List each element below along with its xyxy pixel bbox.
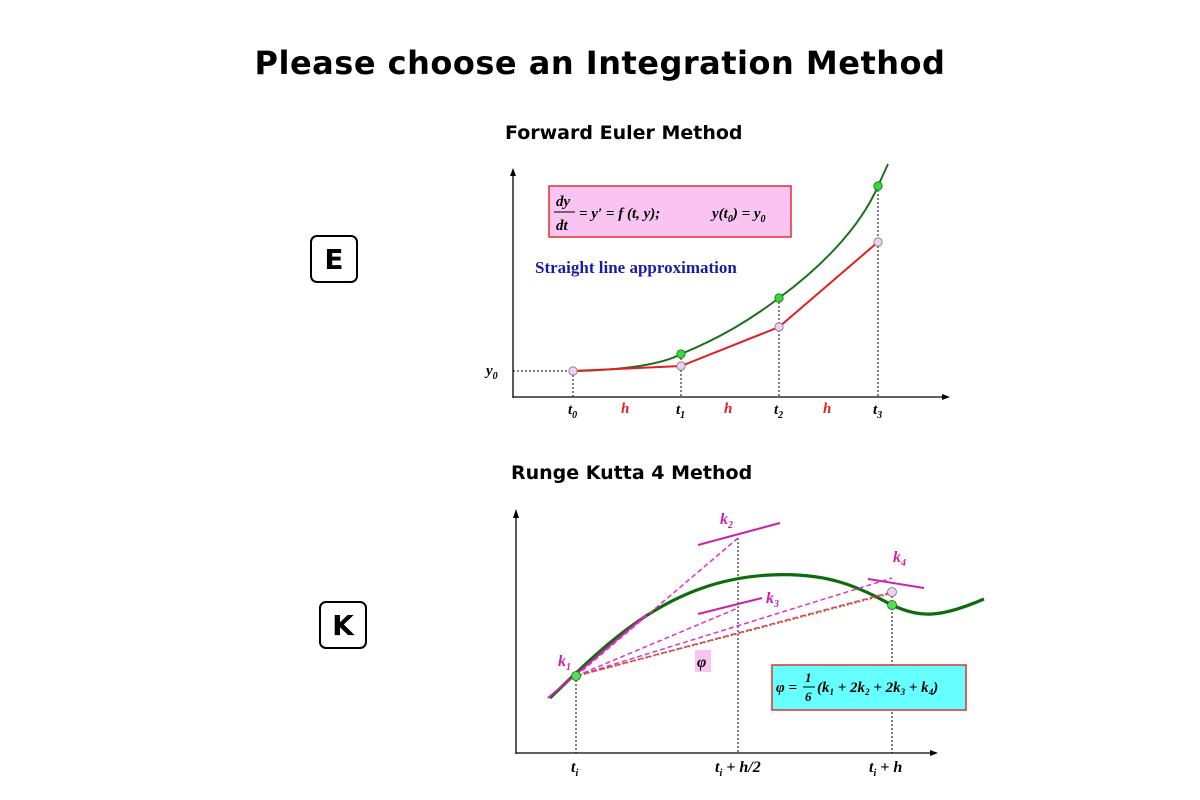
euler-exact-point bbox=[774, 293, 784, 303]
euler-formula-box bbox=[548, 185, 792, 238]
euler-x-arrow bbox=[942, 394, 950, 400]
rk4-k3-dash bbox=[575, 577, 893, 677]
rk4-k2-label: k2 bbox=[720, 511, 733, 531]
euler-approx-point bbox=[676, 361, 686, 371]
euler-approx-point bbox=[873, 237, 883, 247]
rk4-k1-slope bbox=[547, 614, 647, 699]
euler-approx-point bbox=[568, 366, 578, 376]
euler-exact-point bbox=[873, 181, 883, 191]
euler-approx-point bbox=[774, 322, 784, 332]
rk4-x-arrow bbox=[930, 750, 938, 756]
page-title: Please choose an Integration Method bbox=[254, 44, 946, 82]
rk4-end-exact-point bbox=[887, 600, 897, 610]
euler-formula-dt: dt bbox=[556, 218, 569, 234]
rk4-k1-dash bbox=[575, 537, 739, 677]
rk4-ti-h-label: ti + h bbox=[869, 759, 902, 779]
euler-formula-ode: = y′ = f (t, y); bbox=[579, 206, 660, 222]
rk4-formula-den: 6 bbox=[805, 689, 812, 704]
euler-exact-curve bbox=[572, 163, 889, 372]
euler-t0-label: t0 bbox=[568, 402, 577, 421]
euler-exact-point bbox=[676, 349, 686, 359]
euler-h-label: h bbox=[724, 401, 732, 417]
rk4-phi-line bbox=[575, 592, 893, 677]
euler-formula-dy: dy bbox=[556, 194, 571, 210]
euler-h-label: h bbox=[621, 401, 629, 417]
rk4-y-arrow bbox=[513, 509, 519, 518]
euler-t1-label: t1 bbox=[676, 402, 685, 421]
rk4-select-button[interactable]: K bbox=[319, 601, 367, 649]
euler-y-arrow bbox=[510, 168, 516, 176]
euler-caption: Straight line approximation bbox=[535, 258, 737, 277]
rk4-start-point bbox=[571, 671, 581, 681]
rk4-k4-label: k4 bbox=[893, 549, 906, 569]
rk4-formula-lhs: φ = bbox=[776, 680, 797, 696]
rk4-curve bbox=[548, 573, 985, 700]
euler-select-button[interactable]: E bbox=[310, 235, 358, 283]
rk4-heading: Runge Kutta 4 Method bbox=[511, 462, 753, 484]
rk4-ti-half-label: ti + h/2 bbox=[715, 759, 761, 779]
rk4-k3-slope bbox=[697, 597, 763, 615]
rk4-diagram: k1 k2 k3 k4 φ φ = 1 6 (k1 + 2k2 + 2k3 + … bbox=[513, 509, 985, 779]
rk4-formula-rhs: (k1 + 2k2 + 2k3 + k4) bbox=[817, 680, 938, 697]
euler-t3-label: t3 bbox=[873, 402, 882, 421]
euler-diagram: dy dt = y′ = f (t, y); y(t0) = y0 Straig… bbox=[484, 163, 950, 421]
rk4-formula-num: 1 bbox=[805, 670, 812, 685]
euler-t2-label: t2 bbox=[774, 402, 783, 421]
rk4-k2-dash bbox=[575, 607, 739, 677]
euler-approx-line bbox=[572, 241, 879, 372]
rk4-k4-slope bbox=[867, 578, 925, 589]
euler-y0-label: y0 bbox=[484, 363, 498, 382]
rk4-ti-label: ti bbox=[571, 759, 578, 779]
rk4-k2-slope bbox=[697, 522, 781, 546]
rk4-phi-label: φ bbox=[697, 654, 706, 671]
rk4-k1-label: k1 bbox=[558, 653, 571, 673]
euler-heading: Forward Euler Method bbox=[505, 122, 743, 144]
euler-h-label: h bbox=[823, 401, 831, 417]
euler-formula-ic: y(t0) = y0 bbox=[710, 206, 766, 225]
rk4-end-approx-point bbox=[887, 587, 897, 597]
rk4-k3-label: k3 bbox=[766, 590, 779, 610]
rk4-phi-highlight bbox=[695, 650, 711, 672]
